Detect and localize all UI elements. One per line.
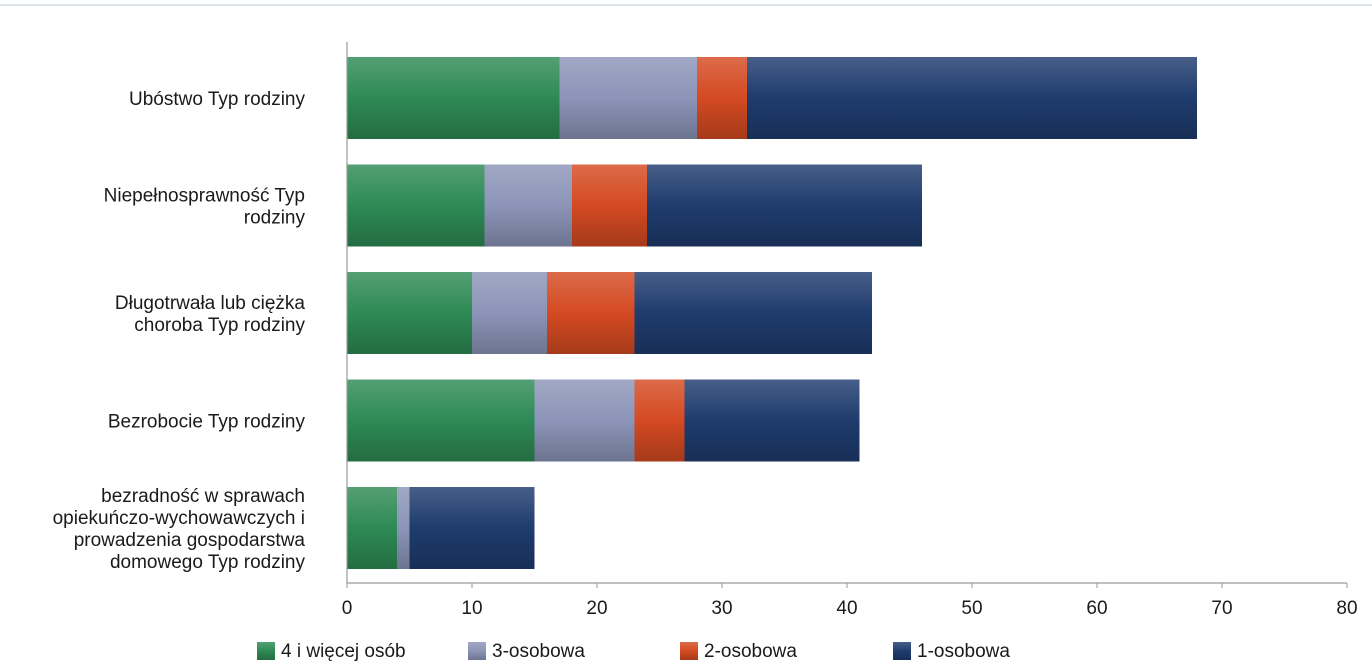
bar-segment — [647, 164, 922, 247]
bar-segment — [347, 57, 560, 139]
axis-layer: 0 10 20 30 40 50 60 70 80 — [342, 42, 1358, 619]
bar-segment — [347, 272, 472, 354]
bar-segment — [397, 487, 410, 569]
bar-segment — [409, 487, 535, 569]
legend-swatch — [468, 642, 486, 660]
bar-segment — [534, 379, 635, 462]
bar-segment — [634, 379, 685, 462]
bar-segment — [547, 272, 635, 354]
x-tick-label: 30 — [711, 598, 732, 619]
legend-swatch — [680, 642, 698, 660]
category-labels: Ubóstwo Typ rodziny Niepełnosprawność Typ… — [53, 89, 306, 573]
category-label: Niepełnosprawność Typ — [104, 186, 305, 207]
legend-label: 1-osobowa — [917, 641, 1010, 662]
x-tick-label: 40 — [836, 598, 857, 619]
bar-segment — [484, 164, 572, 247]
x-tick-label: 50 — [961, 598, 982, 619]
bars-layer — [347, 57, 1197, 569]
bar-segment — [634, 272, 872, 354]
legend-label: 2-osobowa — [704, 641, 797, 662]
legend-swatch — [257, 642, 275, 660]
bar-segment — [747, 57, 1197, 139]
legend-swatch — [893, 642, 911, 660]
legend-label: 4 i więcej osób — [281, 641, 406, 662]
bar-segment — [559, 57, 697, 139]
category-label: Ubóstwo Typ rodziny — [129, 89, 306, 110]
category-label: domowego Typ rodziny — [110, 552, 306, 573]
bar-segment — [684, 379, 860, 462]
x-tick-label: 10 — [461, 598, 482, 619]
category-label: rodziny — [244, 208, 306, 229]
category-label: prowadzenia gospodarstwa — [74, 530, 306, 551]
x-tick-label: 60 — [1086, 598, 1107, 619]
legend-label: 3-osobowa — [492, 641, 585, 662]
bar-segment — [347, 487, 397, 569]
bar-segment — [572, 164, 647, 247]
category-label: choroba Typ rodziny — [134, 315, 305, 336]
bar-segment — [347, 164, 485, 247]
x-tick-label: 0 — [342, 598, 353, 619]
bar-segment — [697, 57, 747, 139]
x-tick-label: 80 — [1336, 598, 1357, 619]
category-label: Długotrwała lub ciężka — [115, 293, 306, 314]
category-label: Bezrobocie Typ rodziny — [108, 412, 306, 433]
legend: 4 i więcej osób 3-osobowa 2-osobowa 1-osobo… — [257, 641, 1010, 662]
x-tick-label: 70 — [1211, 598, 1232, 619]
x-tick-label: 20 — [586, 598, 607, 619]
bar-segment — [472, 272, 547, 354]
bar-segment — [347, 379, 535, 462]
category-label: opiekuńczo-wychowawczych i — [53, 508, 305, 529]
category-label: bezradność w sprawach — [101, 486, 305, 507]
